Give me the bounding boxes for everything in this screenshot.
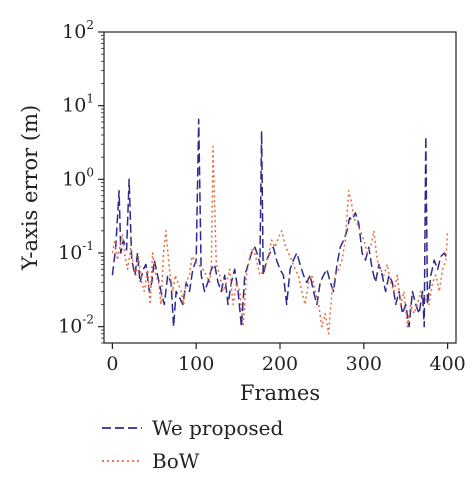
axes: 0 100 200 300 400 10-2 10-1 100 101 102 (58, 18, 466, 375)
legend-label-bow: BoW (152, 449, 200, 473)
x-axis-label: Frames (240, 381, 320, 405)
y-tick-label--2: 10-2 (58, 313, 94, 338)
legend-label-we-proposed: We proposed (152, 416, 283, 440)
x-tick-label-200: 200 (262, 353, 298, 375)
y-tick-label-0: 100 (62, 165, 94, 190)
y-tick-label-1: 101 (62, 92, 94, 117)
axis-labels: Frames Y-axis error (m) (18, 105, 320, 405)
legend: We proposed BoW (102, 416, 283, 473)
x-tick-label-400: 400 (429, 353, 465, 375)
plot-area (111, 118, 449, 335)
series-line-bow (111, 145, 449, 335)
x-tick-label-100: 100 (178, 353, 214, 375)
series-line-we-proposed (111, 118, 449, 328)
y-tick-label--1: 10-1 (58, 239, 94, 264)
y-tick-label-2: 102 (62, 18, 94, 43)
x-tick-label-300: 300 (346, 353, 382, 375)
y-axis-label: Y-axis error (m) (18, 105, 42, 271)
x-tick-label-0: 0 (106, 353, 118, 375)
